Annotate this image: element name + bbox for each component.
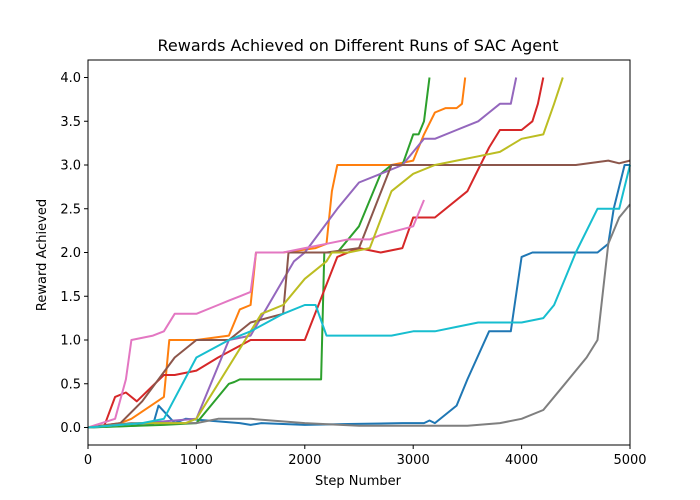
- y-tick-label: 1.0: [60, 334, 81, 349]
- y-tick-label: 4.0: [60, 71, 81, 86]
- x-tick-label: 0: [84, 453, 92, 468]
- y-tick-label: 3.5: [60, 115, 81, 130]
- series-line-1: [87, 164, 630, 429]
- x-axis: 0 1000 2000 3000 4000 5000: [84, 445, 647, 468]
- x-tick-label: 2000: [288, 453, 321, 468]
- y-axis: 0.0 0.5 1.0 1.5 2.0 2.5 3.0 3.5 4.0: [60, 71, 88, 436]
- series-line-7: [87, 199, 425, 429]
- x-axis-label: Step Number: [315, 474, 402, 489]
- series-line-9: [87, 77, 564, 429]
- series-line-2: [87, 77, 467, 429]
- series-line-8: [87, 203, 631, 429]
- series-line-10: [87, 164, 631, 429]
- x-tick-label: 3000: [397, 453, 430, 468]
- y-tick-label: 1.5: [60, 290, 81, 305]
- x-tick-label: 5000: [613, 453, 646, 468]
- series-line-6: [87, 159, 631, 429]
- y-tick-label: 2.0: [60, 246, 81, 261]
- y-tick-label: 0.5: [60, 377, 81, 392]
- y-axis-label: Reward Achieved: [35, 199, 50, 311]
- x-tick-label: 1000: [180, 453, 213, 468]
- y-tick-label: 2.5: [60, 202, 81, 217]
- y-tick-label: 3.0: [60, 159, 81, 174]
- chart-title: Rewards Achieved on Different Runs of SA…: [157, 36, 558, 55]
- x-tick-label: 4000: [505, 453, 538, 468]
- y-tick-label: 0.0: [60, 421, 81, 436]
- plot-lines: [87, 77, 631, 429]
